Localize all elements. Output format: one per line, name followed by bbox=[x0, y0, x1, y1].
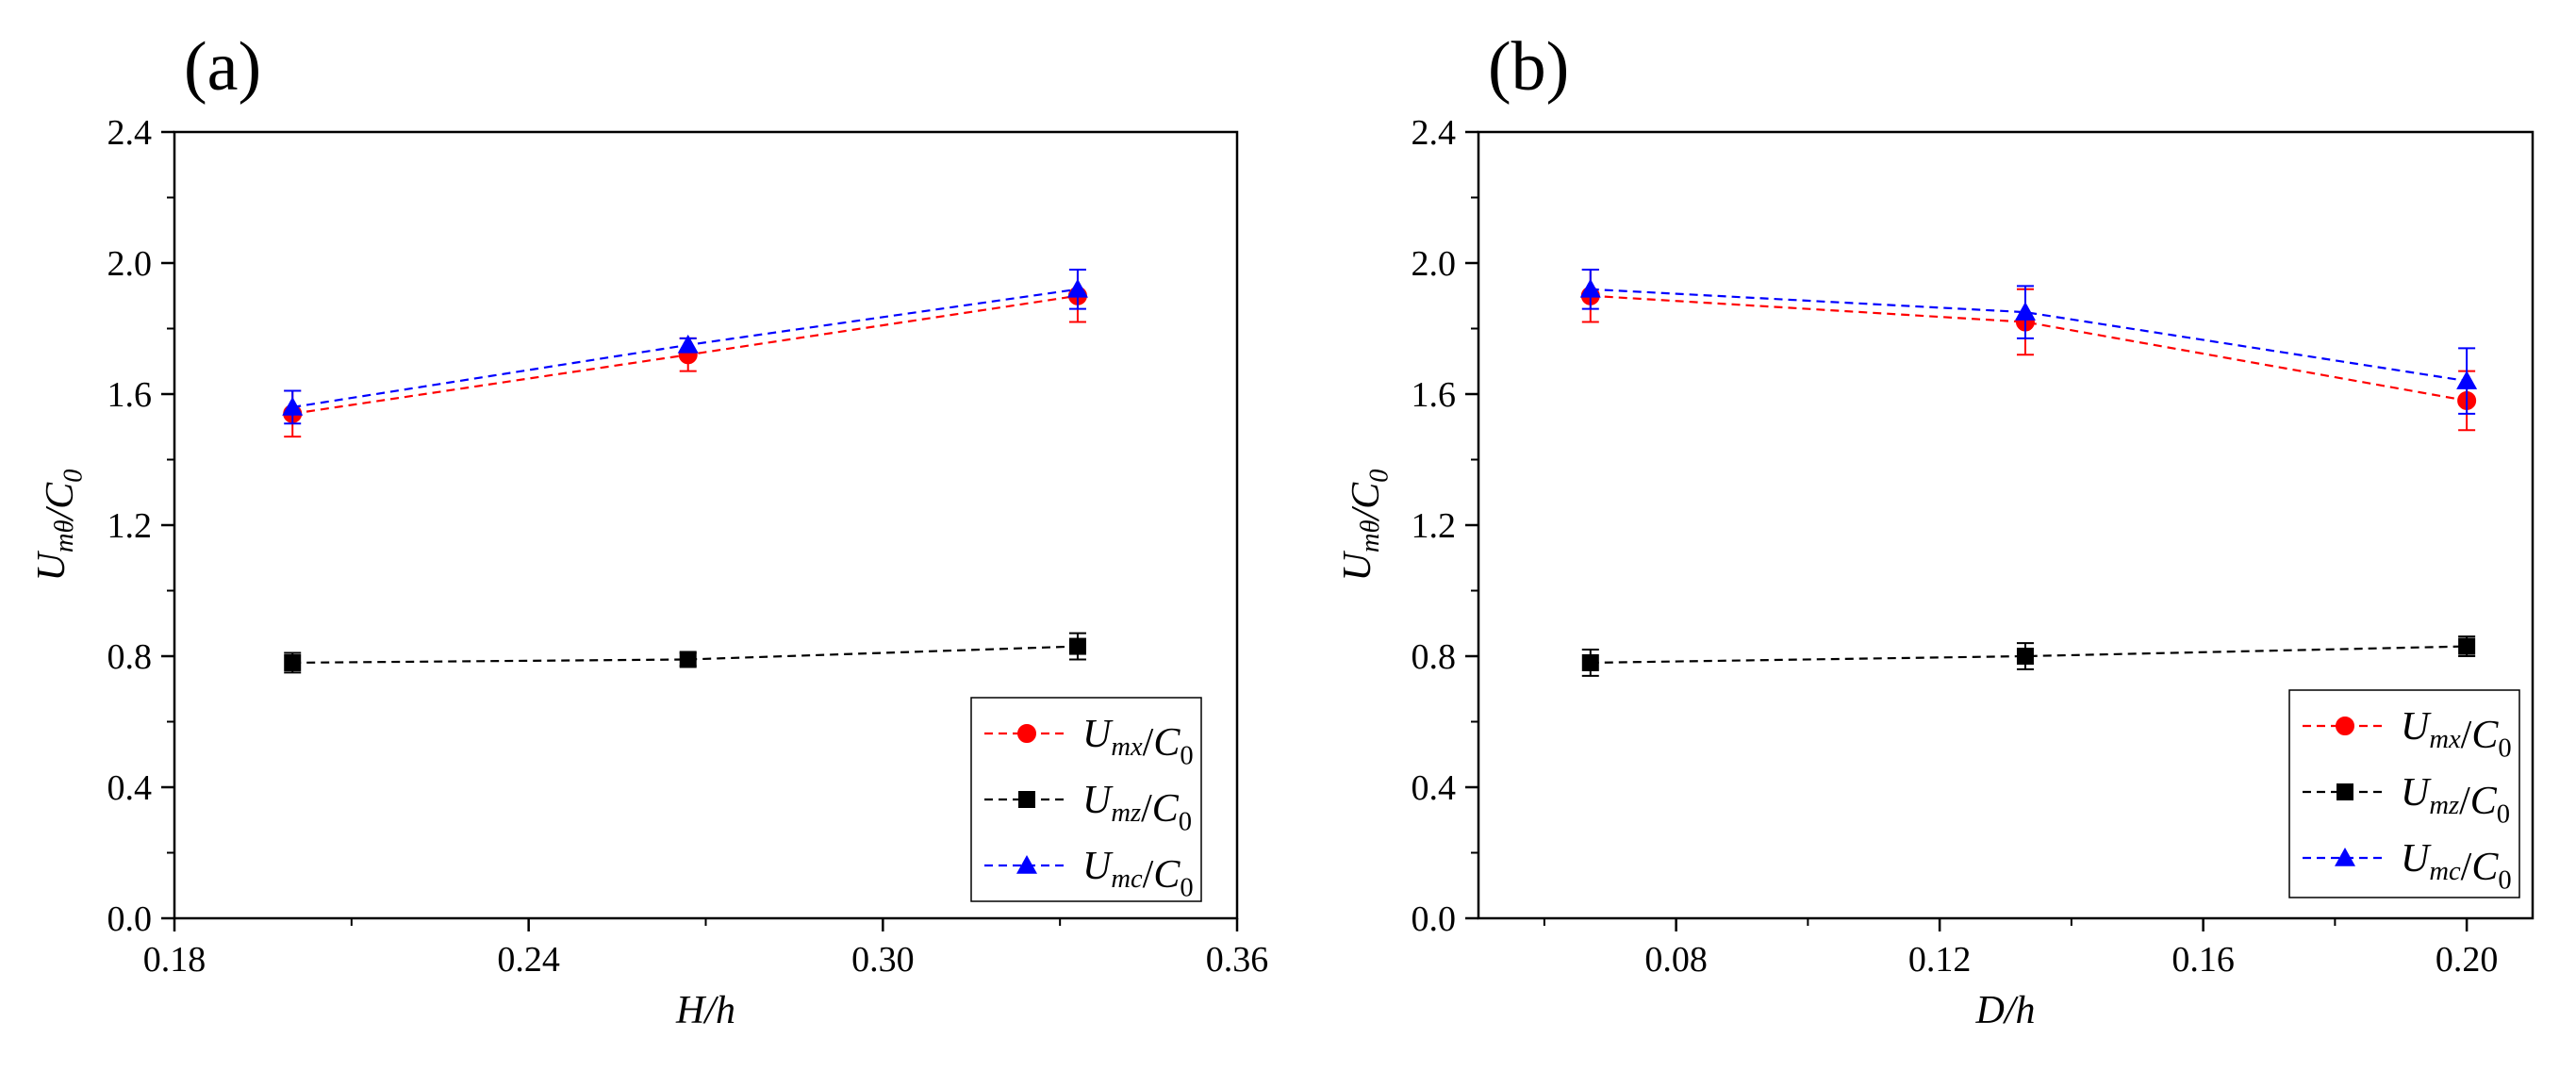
y-tick-label: 0.8 bbox=[107, 637, 153, 677]
legend: Umx/C0 Umz/C0 Umc/C0 bbox=[2288, 689, 2520, 898]
x-tick-label: 0.16 bbox=[2171, 940, 2235, 980]
legend-entry: Umx/C0 bbox=[1082, 713, 1194, 770]
legend-entry: Umz/C0 bbox=[2401, 771, 2510, 829]
y-tick-label: 0.8 bbox=[1412, 637, 1457, 677]
x-tick-label: 0.08 bbox=[1644, 940, 1708, 980]
series-line bbox=[292, 645, 1078, 665]
y-tick-label: 1.2 bbox=[107, 506, 153, 546]
x-tick-label: 0.30 bbox=[851, 940, 915, 980]
x-tick-label: 0.18 bbox=[143, 940, 206, 980]
y-tick-label: 0.0 bbox=[1412, 899, 1457, 939]
y-tick-label: 2.0 bbox=[107, 244, 153, 284]
square-marker bbox=[2016, 648, 2034, 665]
square-marker bbox=[1581, 653, 1599, 671]
panel-label: (a) bbox=[184, 28, 261, 106]
triangle-marker bbox=[677, 334, 699, 354]
square-marker bbox=[284, 653, 302, 671]
y-tick-label: 0.4 bbox=[1412, 768, 1457, 808]
circle-marker bbox=[2336, 717, 2354, 735]
triangle-marker bbox=[1066, 278, 1088, 298]
y-tick-label: 0.4 bbox=[107, 768, 153, 808]
legend-entry: Umz/C0 bbox=[1082, 779, 1192, 836]
series-line bbox=[1590, 288, 2468, 383]
x-tick-label: 0.24 bbox=[497, 940, 560, 980]
triangle-marker bbox=[1579, 278, 1601, 298]
triangle-marker bbox=[1016, 855, 1037, 874]
y-tick-label: 1.6 bbox=[1412, 375, 1457, 415]
triangle-marker bbox=[2456, 371, 2478, 389]
legend-box bbox=[970, 697, 1202, 902]
series-triangle bbox=[1579, 268, 2478, 415]
square-marker bbox=[679, 651, 697, 668]
panel-label: (b) bbox=[1488, 28, 1569, 106]
triangle-marker bbox=[2014, 302, 2036, 321]
x-axis-label: H/h bbox=[675, 989, 735, 1032]
chart-panel-a: (a) 0.0 0.4 0.8 1.2 1.6 2.0 2.4 0.18 0.24 0.30 0.36… bbox=[30, 28, 1268, 1032]
x-tick-label: 0.12 bbox=[1908, 940, 1972, 980]
square-marker bbox=[1018, 791, 1035, 808]
series-circle bbox=[1580, 268, 2477, 432]
legend-entry: Umx/C0 bbox=[2401, 705, 2512, 763]
series-square bbox=[284, 632, 1086, 674]
y-tick-label: 2.0 bbox=[1412, 244, 1457, 284]
legend-entry: Umc/C0 bbox=[1082, 845, 1194, 902]
legend: Umx/C0 Umz/C0 Umc/C0 bbox=[970, 697, 1202, 902]
y-axis-label: Umθ/C0 bbox=[1336, 470, 1394, 582]
y-tick-label: 2.4 bbox=[1412, 113, 1457, 153]
series-line bbox=[1590, 294, 2468, 403]
x-tick-label: 0.36 bbox=[1206, 940, 1269, 980]
y-axis-label: Umθ/C0 bbox=[30, 470, 88, 582]
triangle-marker bbox=[282, 396, 304, 416]
circle-marker bbox=[1017, 724, 1036, 743]
y-tick-label: 1.2 bbox=[1412, 506, 1457, 546]
square-marker bbox=[2337, 783, 2353, 800]
square-marker bbox=[2458, 637, 2476, 655]
x-tick-label: 0.20 bbox=[2436, 940, 2499, 980]
square-marker bbox=[1068, 637, 1086, 655]
legend-entry: Umc/C0 bbox=[2401, 837, 2512, 895]
y-tick-label: 0.0 bbox=[107, 899, 153, 939]
series-line bbox=[1590, 645, 2468, 665]
y-tick-label: 1.6 bbox=[107, 375, 153, 415]
chart-panel-b: (b) 0.0 0.4 0.8 1.2 1.6 2.0 2.4 0.08 0.12 0.16 0.20… bbox=[1336, 28, 2535, 1032]
y-tick-label: 2.4 bbox=[107, 113, 153, 153]
series-square bbox=[1581, 635, 2476, 677]
x-axis-label: D/h bbox=[1975, 989, 2036, 1032]
triangle-marker bbox=[2335, 848, 2355, 866]
legend-box bbox=[2288, 689, 2520, 898]
series-triangle bbox=[282, 268, 1088, 425]
